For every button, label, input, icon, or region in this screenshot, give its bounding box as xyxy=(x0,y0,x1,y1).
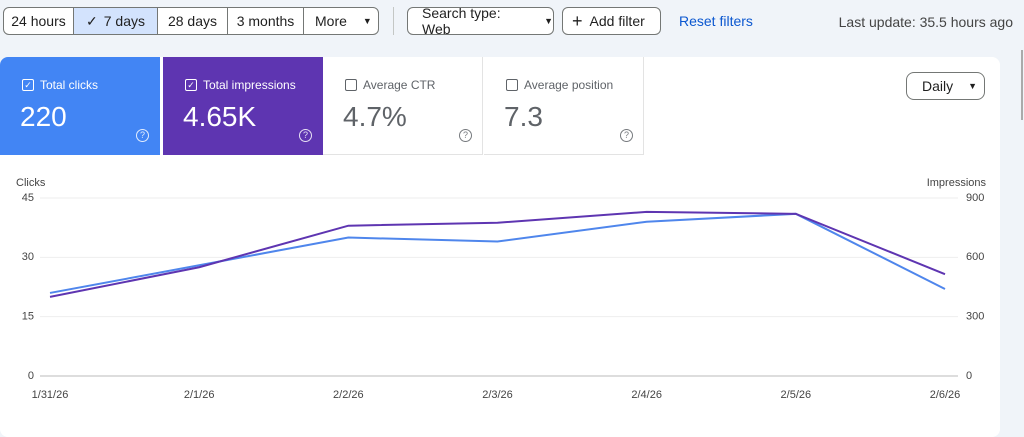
metric-label: Total impressions xyxy=(203,78,296,92)
y-tick-label: 30 xyxy=(22,251,34,263)
metric-label: Average position xyxy=(524,78,614,92)
dropdown-arrow: ▼ xyxy=(362,16,372,26)
x-tick-label: 1/31/26 xyxy=(32,389,69,401)
reset-filters-link[interactable]: Reset filters xyxy=(679,13,753,29)
y2-tick-label: 0 xyxy=(966,370,972,382)
dropdown-arrow: ▼ xyxy=(544,16,553,26)
granularity-dropdown[interactable]: Daily ▼ xyxy=(906,72,985,100)
x-tick-label: 2/1/26 xyxy=(184,389,215,401)
y2-axis-title: Impressions xyxy=(927,177,987,189)
metric-value: 220 xyxy=(20,101,67,132)
help-icon[interactable]: ? xyxy=(136,129,149,142)
x-tick-label: 2/6/26 xyxy=(930,389,961,401)
search-type-label: Search type: Web xyxy=(422,5,501,37)
y-tick-label: 0 xyxy=(28,370,34,382)
checkbox-checked: ✓ xyxy=(185,79,197,91)
metric-label: Total clicks xyxy=(40,78,99,92)
help-icon[interactable]: ? xyxy=(459,129,472,142)
y2-tick-label: 600 xyxy=(966,251,984,263)
x-tick-label: 2/5/26 xyxy=(781,389,812,401)
page: 24 hours ✓ 7 days 28 days 3 months More ▼ … xyxy=(0,5,1023,437)
checkbox-checked: ✓ xyxy=(22,79,34,91)
checkbox xyxy=(345,79,357,91)
y-tick-label: 15 xyxy=(22,311,34,323)
range-button-selected[interactable]: ✓ 7 days xyxy=(73,7,158,35)
x-tick-label: 2/4/26 xyxy=(631,389,662,401)
series-line xyxy=(49,212,946,294)
checkbox xyxy=(506,79,518,91)
x-tick-label: 2/2/26 xyxy=(333,389,364,401)
last-update: Last update: 35.5 hours ago xyxy=(838,14,1013,30)
check-icon: ✓ xyxy=(86,12,98,29)
range-label: 7 days xyxy=(103,13,145,29)
y2-tick-label: 900 xyxy=(966,192,984,204)
divider xyxy=(393,7,394,35)
y-axis-title: Clicks xyxy=(16,177,46,189)
y-tick-label: 45 xyxy=(22,192,34,204)
add-filter-label: Add filter xyxy=(589,13,645,29)
metric-tile[interactable]: Average position 7.3 ? xyxy=(484,57,644,155)
y2-tick-label: 300 xyxy=(966,311,984,323)
help-icon[interactable]: ? xyxy=(299,129,312,142)
more-label: More xyxy=(315,13,347,29)
help-icon[interactable]: ? xyxy=(620,129,633,142)
range-button[interactable]: 24 hours xyxy=(3,7,74,35)
metric-tile[interactable]: ✓ Total clicks 220 ? xyxy=(0,57,160,155)
metric-value: 7.3 xyxy=(504,101,543,132)
metric-value: 4.65K xyxy=(183,101,257,132)
performance-card: ✓ Total clicks 220 ? ✓ Total impressions… xyxy=(0,57,1000,437)
search-type-button[interactable]: Search type: Web ▼ xyxy=(407,5,554,37)
scrollbar xyxy=(1021,50,1023,120)
metric-tile[interactable]: Average CTR 4.7% ? xyxy=(323,57,483,155)
dropdown-arrow: ▼ xyxy=(968,81,978,91)
x-tick-label: 2/3/26 xyxy=(482,389,513,401)
chart: Clicks Impressions 0 15 30 45 0 300 600 900 1/31… xyxy=(16,177,987,401)
metric-tile[interactable]: ✓ Total impressions 4.65K ? xyxy=(163,57,323,155)
metric-value: 4.7% xyxy=(343,101,407,132)
add-filter-button[interactable]: + Add filter xyxy=(562,7,661,35)
range-button[interactable]: 28 days xyxy=(157,7,228,35)
more-button[interactable]: More ▼ xyxy=(303,7,379,35)
series-line xyxy=(49,210,946,298)
range-button[interactable]: 3 months xyxy=(227,7,304,35)
metric-label: Average CTR xyxy=(363,78,436,92)
granularity-label: Daily xyxy=(922,78,954,94)
plus-icon: + xyxy=(572,10,583,31)
